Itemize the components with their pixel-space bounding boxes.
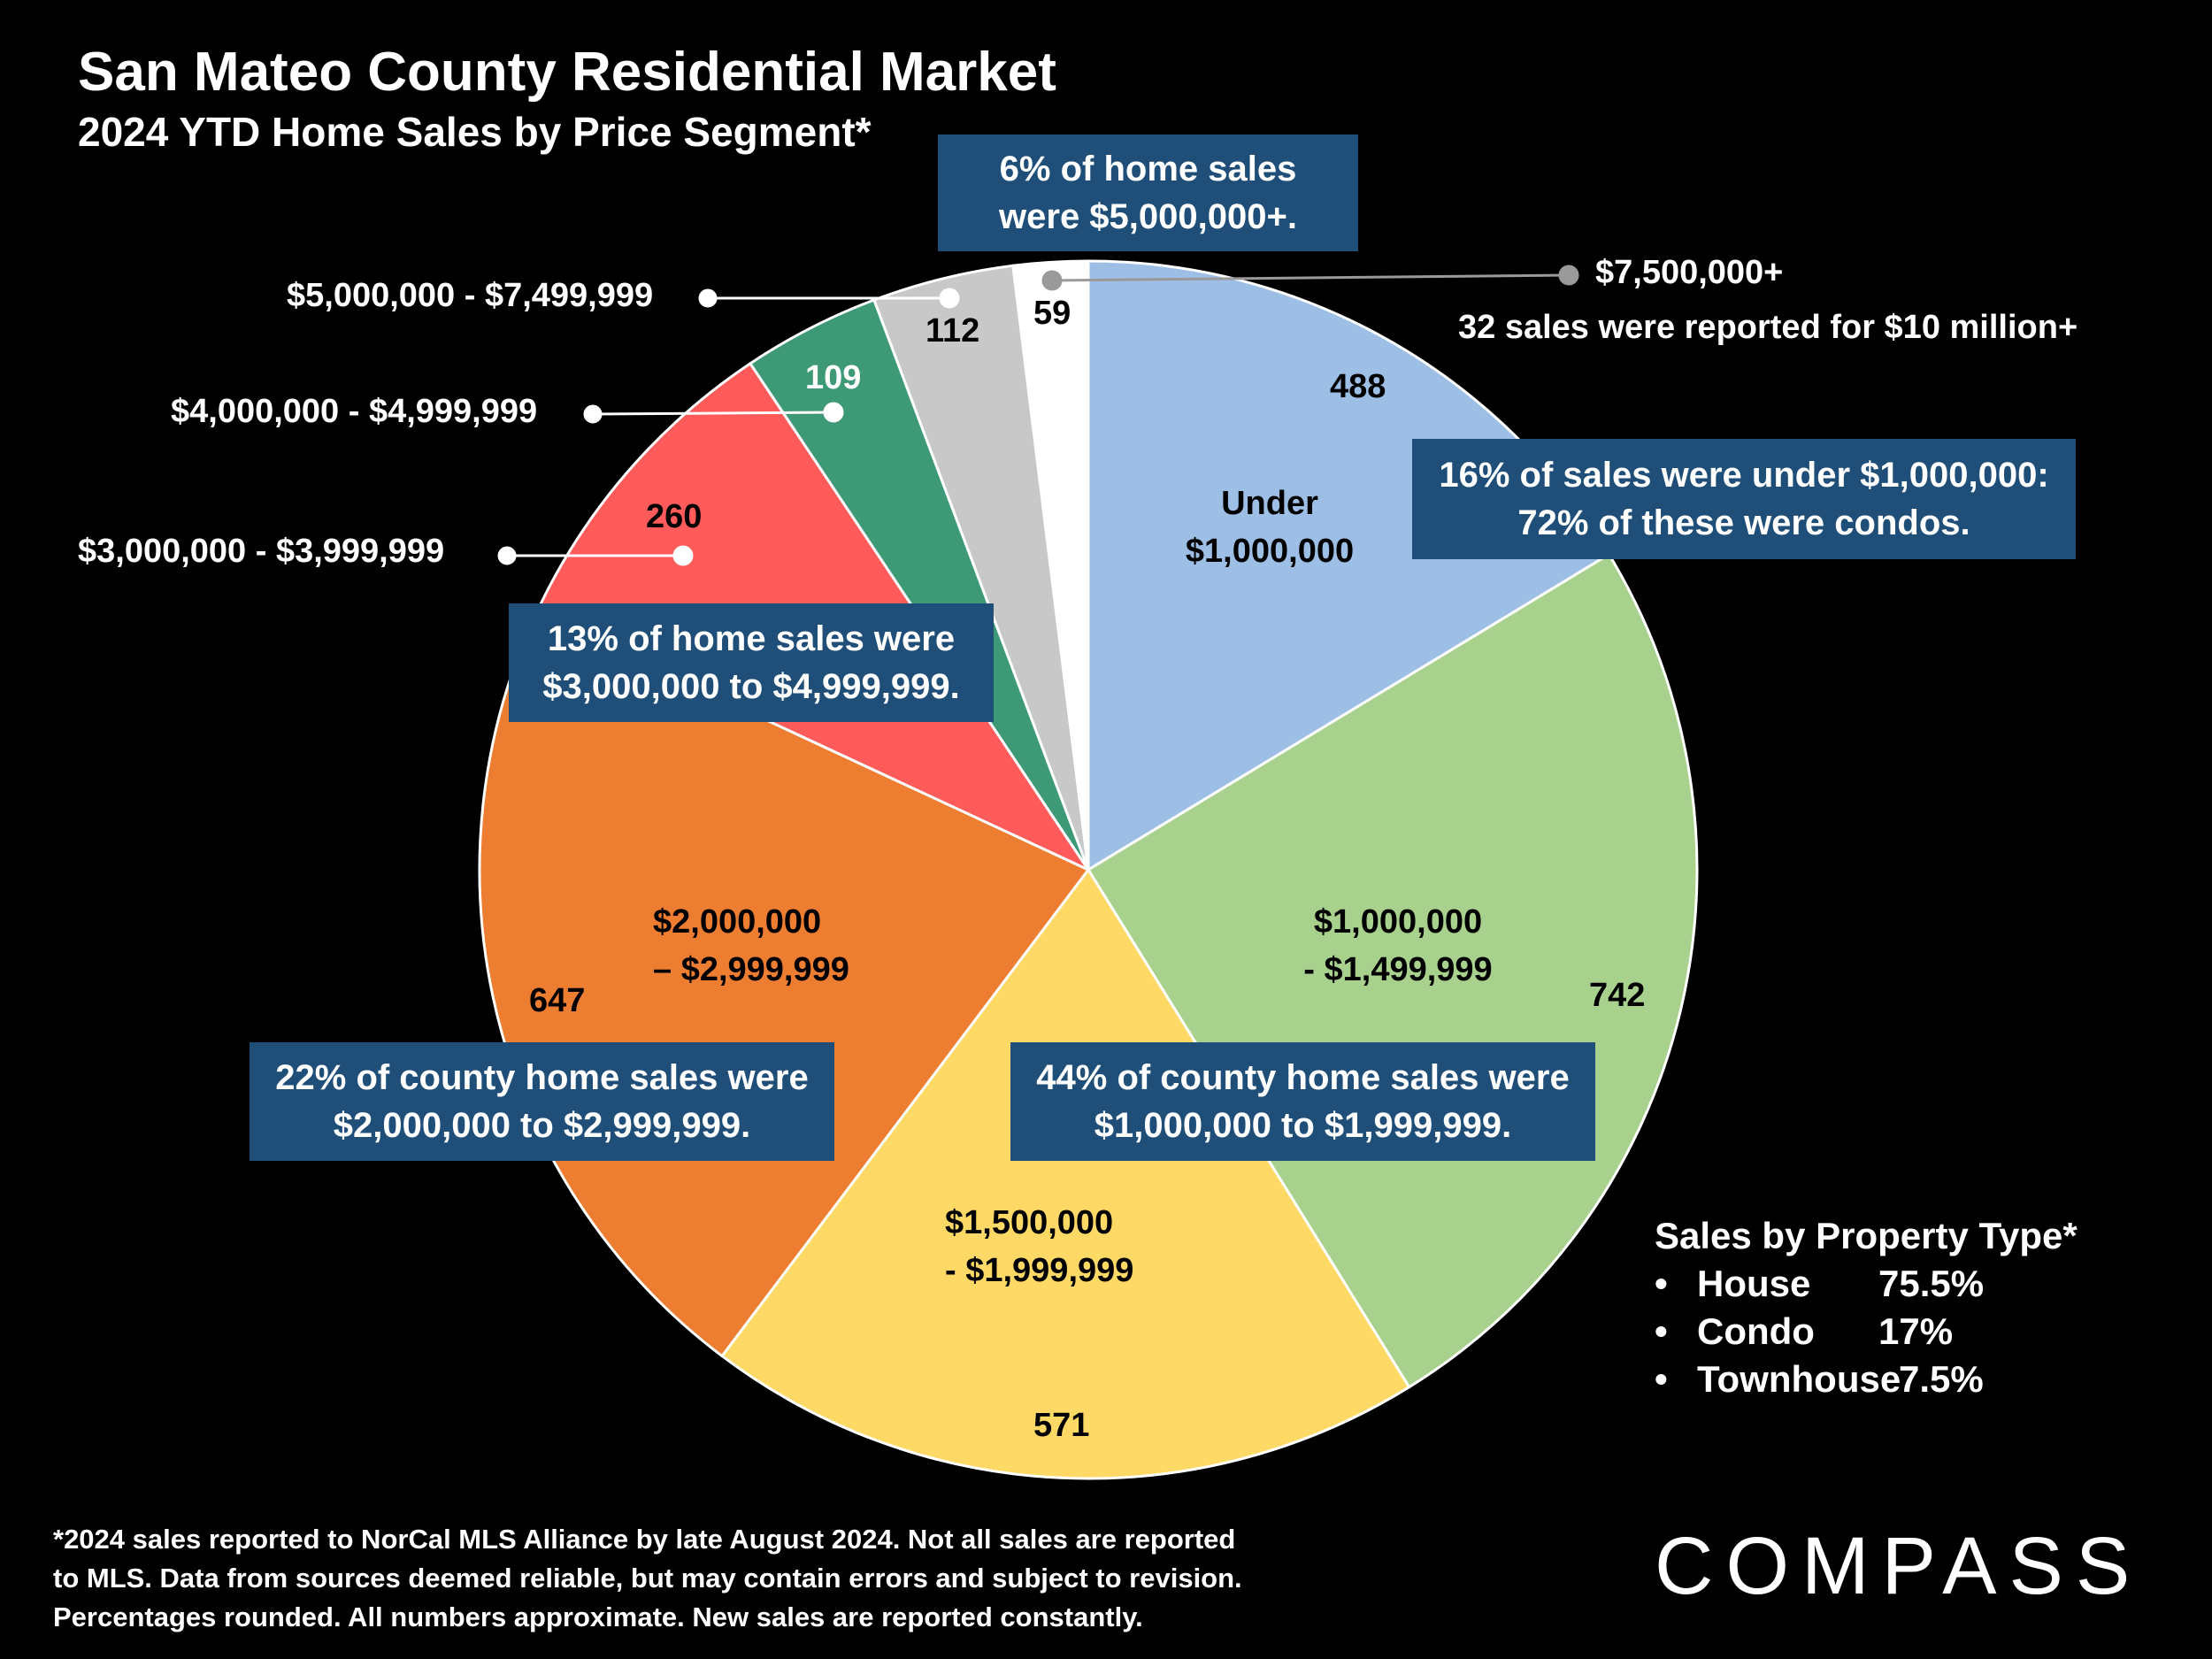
callout-under-1m: 16% of sales were under $1,000,000: 72% … [1412,439,2076,559]
callout-3m-5m: 13% of home sales were $3,000,000 to $4,… [509,603,994,722]
property-type-row-house: • House 75.5% [1655,1260,2078,1308]
callout-2m-3m-line1: 22% of county home sales were [275,1058,809,1097]
callout-under-1m-line1: 16% of sales were under $1,000,000: [1439,456,2049,495]
value-label-742: 742 [1589,977,1646,1014]
property-type-name: Townhouse [1697,1358,1901,1400]
chart-subtitle: 2024 YTD Home Sales by Price Segment* [78,109,872,155]
callout-5m-plus-line1: 6% of home sales [999,150,1297,188]
pie-slice-3 [478,611,1091,1358]
bullet-icon: • [1655,1263,1668,1304]
slice-label-under-1m: Under $1,000,000 [1164,480,1376,575]
property-type-name: Condo [1697,1310,1815,1352]
leader-dot-75m-start [1041,270,1063,291]
leader-line-4m [592,411,834,416]
leader-dot-4m-start [583,404,603,424]
property-type-pct: 75.5% [1878,1263,1985,1304]
property-type-row-townhouse: • Townhouse 7.5% [1655,1356,2078,1403]
callout-1m-2m-line1: 44% of county home sales were [1036,1058,1570,1097]
slice-label-2m-line1: $2,000,000 [653,903,822,941]
callout-2m-3m: 22% of county home sales were $2,000,000… [250,1042,834,1161]
bullet-icon: • [1655,1310,1668,1352]
slice-label-1-5m-line2: - $1,999,999 [945,1252,1134,1289]
value-label-647: 647 [529,982,586,1019]
callout-5m-plus: 6% of home sales were $5,000,000+. [938,134,1358,251]
value-label-109: 109 [805,359,862,396]
slice-label-2m: $2,000,000 – $2,999,999 [653,898,849,994]
callout-3m-5m-line1: 13% of home sales were [547,619,956,658]
compass-logo: COMPASS [1655,1521,2143,1611]
leader-dot-3m-start [497,546,517,565]
footnote-line1: *2024 sales reported to NorCal MLS Allia… [53,1524,1236,1555]
outer-label-75m: $7,500,000+ [1595,254,1784,291]
footnote-line3: Percentages rounded. All numbers approxi… [53,1601,1143,1632]
outer-label-4m: $4,000,000 - $4,999,999 [171,393,538,430]
leader-dot-75m-end [1558,265,1579,286]
pie-slice-2 [719,867,1411,1480]
slice-label-1-5m-line1: $1,500,000 [945,1204,1114,1241]
chart-title: San Mateo County Residential Market [78,42,1056,103]
property-type-heading: Sales by Property Type* [1655,1215,2078,1256]
value-label-488: 488 [1330,368,1386,405]
callout-under-1m-line2: 72% of these were condos. [1517,503,1970,542]
slice-label-1m: $1,000,000 - $1,499,999 [1283,898,1513,994]
slice-label-1m-line2: - $1,499,999 [1303,951,1493,988]
pie-slice-7 [1011,259,1090,871]
property-type-pct: 7.5% [1899,1358,1984,1400]
callout-1m-2m: 44% of county home sales were $1,000,000… [1010,1042,1595,1161]
pie-slice-1 [1086,552,1699,1389]
outer-label-3m: $3,000,000 - $3,999,999 [78,533,445,570]
property-type-name: House [1697,1263,1811,1304]
property-type-row-condo: • Condo 17% [1655,1308,2078,1356]
leader-dot-5m-start [698,288,718,308]
slice-label-2m-line2: – $2,999,999 [653,951,849,988]
slice-label-1m-line1: $1,000,000 [1313,903,1483,941]
outer-label-10m-note: 32 sales were reported for $10 million+ [1458,309,2078,346]
value-label-112: 112 [926,312,980,349]
value-label-571: 571 [1033,1407,1090,1444]
callout-1m-2m-line2: $1,000,000 to $1,999,999. [1094,1106,1512,1145]
bullet-icon: • [1655,1358,1668,1400]
property-type-summary: Sales by Property Type* • House 75.5% • … [1655,1212,2078,1403]
value-label-59: 59 [1033,295,1071,332]
value-label-260: 260 [646,498,703,535]
slice-label-1-5m: $1,500,000 - $1,999,999 [945,1199,1133,1294]
callout-3m-5m-line2: $3,000,000 to $4,999,999. [542,667,960,706]
leader-dot-3m-end [672,545,694,566]
property-type-pct: 17% [1878,1310,1954,1352]
leader-line-75m [1051,273,1570,282]
slice-label-under-1m-line1: Under [1221,485,1318,522]
footnote: *2024 sales reported to NorCal MLS Allia… [53,1520,1242,1637]
slice-label-under-1m-line2: $1,000,000 [1185,533,1355,570]
outer-label-5m: $5,000,000 - $7,499,999 [287,277,654,314]
callout-5m-plus-line2: were $5,000,000+. [999,197,1297,236]
leader-dot-4m-end [823,402,844,423]
callout-2m-3m-line2: $2,000,000 to $2,999,999. [333,1106,751,1145]
footnote-line2: to MLS. Data from sources deemed reliabl… [53,1563,1242,1594]
leader-dot-5m-end [939,288,960,309]
